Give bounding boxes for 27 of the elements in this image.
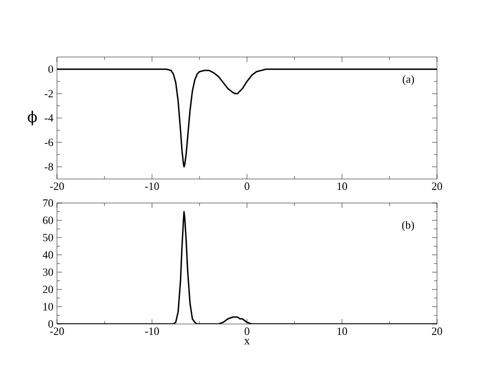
y-tick-label: -6 xyxy=(44,138,54,146)
x-tick-label: 20 xyxy=(432,182,442,190)
y-tick-label: -4 xyxy=(44,114,54,122)
y-tick-label: 0 xyxy=(48,66,54,73)
y-tick-label: -8 xyxy=(44,163,54,171)
x-tick-label: 10 xyxy=(337,182,348,190)
annotation: (b) xyxy=(402,221,414,232)
annotation: (a) xyxy=(402,75,414,86)
y-tick-label: 30 xyxy=(43,268,54,276)
y-tick-label: 40 xyxy=(42,251,54,259)
x-tick-label: -20 xyxy=(50,328,64,335)
y-tick-label: 70 xyxy=(43,199,54,207)
x-tick-label: -10 xyxy=(145,328,159,335)
y-tick-label: 0 xyxy=(48,320,54,328)
y-axis-title: ϕ xyxy=(28,110,37,126)
y-tick-label: -2 xyxy=(44,90,53,98)
x-tick-label: 10 xyxy=(337,328,348,335)
y-tick-label: 10 xyxy=(43,303,54,310)
y-tick-label: 60 xyxy=(42,216,54,224)
x-tick-label: 0 xyxy=(244,182,250,190)
x-axis-title: x xyxy=(244,338,250,344)
x-tick-label: 0 xyxy=(244,328,250,335)
y-tick-label: 20 xyxy=(42,286,54,294)
x-tick-label: -10 xyxy=(145,182,159,190)
x-tick-label: 20 xyxy=(432,328,442,335)
x-tick-label: -20 xyxy=(50,182,64,190)
y-tick-label: 50 xyxy=(43,234,54,242)
